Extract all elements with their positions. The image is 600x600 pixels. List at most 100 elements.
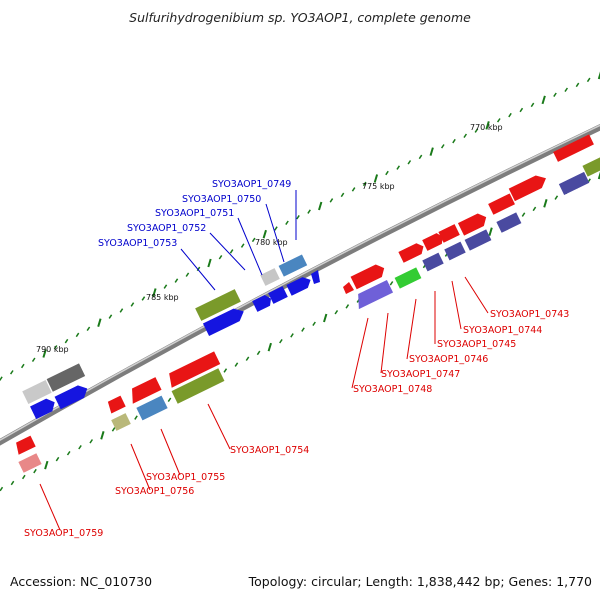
- scale-dot: [134, 415, 138, 420]
- tick-label-785: 785 kbp: [146, 293, 179, 302]
- scale-dot: [340, 192, 345, 198]
- gene-feature[interactable]: [136, 395, 168, 421]
- gene-label[interactable]: SYO3AOP1_0744: [463, 325, 542, 336]
- gene-feature[interactable]: [311, 270, 320, 284]
- label-leader-lines: [39, 190, 489, 531]
- scale-dot: [10, 480, 15, 486]
- scale-dot: [334, 309, 339, 315]
- gene-feature[interactable]: [422, 231, 445, 251]
- gene-feature[interactable]: [268, 286, 288, 304]
- scale-dot: [64, 338, 69, 344]
- gene-feature[interactable]: [488, 193, 515, 215]
- scale-dot: [575, 82, 580, 88]
- gene-feature[interactable]: [252, 293, 273, 312]
- gene-feature[interactable]: [398, 241, 426, 263]
- gene-feature[interactable]: [353, 279, 394, 310]
- gene-feature[interactable]: [22, 380, 52, 404]
- gene-feature[interactable]: [286, 274, 313, 296]
- scale-dot: [285, 220, 289, 226]
- gene-feature[interactable]: [111, 413, 131, 431]
- scale-dot: [256, 350, 261, 356]
- gene-label[interactable]: SYO3AOP1_0752: [127, 223, 206, 234]
- gene-feature[interactable]: [30, 396, 58, 420]
- gene-feature[interactable]: [457, 211, 489, 236]
- scale-dot: [329, 198, 334, 203]
- scale-dot: [362, 181, 367, 187]
- scale-dot: [485, 121, 490, 130]
- scale-dot: [519, 107, 524, 113]
- scale-dot: [251, 237, 256, 243]
- scale-dot: [463, 133, 468, 139]
- tick-label-770: 770 kbp: [470, 123, 503, 132]
- gene-feature[interactable]: [350, 262, 388, 290]
- gene-feature[interactable]: [54, 382, 91, 410]
- gene-feature[interactable]: [553, 134, 594, 162]
- scale-dot: [89, 439, 94, 444]
- gene-label[interactable]: SYO3AOP1_0748: [353, 384, 432, 395]
- gene-feature[interactable]: [260, 268, 280, 286]
- scale-dot: [532, 206, 537, 212]
- scale-dot: [185, 272, 190, 277]
- gene-label[interactable]: SYO3AOP1_0743: [490, 309, 569, 320]
- scale-dot: [196, 266, 201, 272]
- gene-feature[interactable]: [508, 172, 549, 202]
- gene-feature[interactable]: [127, 377, 162, 404]
- gene-label[interactable]: SYO3AOP1_0753: [98, 238, 177, 249]
- gene-label[interactable]: SYO3AOP1_0747: [381, 369, 460, 380]
- gene-feature[interactable]: [278, 254, 308, 277]
- gene-feature[interactable]: [582, 157, 600, 177]
- gene-label[interactable]: SYO3AOP1_0755: [146, 472, 225, 483]
- scale-dot: [389, 281, 394, 286]
- gene-feature[interactable]: [394, 267, 422, 289]
- gene-label[interactable]: SYO3AOP1_0756: [115, 486, 194, 497]
- scale-dot: [141, 296, 146, 301]
- scale-dot: [97, 318, 102, 327]
- gene-feature[interactable]: [171, 368, 225, 404]
- gene-feature[interactable]: [202, 305, 247, 337]
- scale-dot: [119, 308, 124, 313]
- gene-feature[interactable]: [13, 435, 36, 455]
- gene-feature[interactable]: [464, 229, 492, 251]
- scale-dot: [152, 288, 157, 297]
- scale-dot: [385, 170, 389, 176]
- scale-dot: [130, 302, 135, 307]
- gene-feature[interactable]: [195, 289, 241, 321]
- scale-dot: [554, 195, 559, 200]
- scale-dot: [75, 332, 80, 338]
- gene-label[interactable]: SYO3AOP1_0751: [155, 208, 234, 219]
- gene-feature[interactable]: [558, 171, 590, 195]
- gene-feature[interactable]: [444, 241, 466, 261]
- scale-dot: [418, 154, 423, 160]
- scale-dot: [9, 370, 14, 375]
- scale-dot: [274, 226, 278, 231]
- scale-dot: [267, 342, 272, 352]
- scale-dot: [53, 345, 58, 350]
- gene-feature[interactable]: [422, 252, 444, 272]
- gene-feature[interactable]: [343, 282, 354, 294]
- forward-gene-labels: SYO3AOP1_0749 SYO3AOP1_0750 SYO3AOP1_075…: [98, 179, 291, 249]
- gene-feature[interactable]: [18, 453, 42, 473]
- scale-dot: [318, 201, 323, 211]
- gene-feature[interactable]: [166, 351, 221, 388]
- scale-dot: [530, 102, 535, 108]
- gene-feature[interactable]: [46, 363, 86, 392]
- accession-text: Accession: NC_010730: [10, 574, 153, 589]
- gene-label[interactable]: SYO3AOP1_0754: [230, 445, 309, 456]
- gene-feature[interactable]: [496, 212, 522, 233]
- scale-dot: [296, 214, 300, 220]
- scale-dot: [167, 397, 172, 403]
- scale-dot: [20, 363, 25, 369]
- scale-dot: [100, 431, 105, 440]
- tick-label-790: 790 kbp: [36, 345, 69, 354]
- gene-label[interactable]: SYO3AOP1_0759: [24, 528, 103, 539]
- gene-label[interactable]: SYO3AOP1_0750: [182, 194, 261, 205]
- gene-feature[interactable]: [438, 224, 460, 243]
- reverse-gene-labels: SYO3AOP1_0743 SYO3AOP1_0744 SYO3AOP1_074…: [24, 309, 569, 539]
- gene-feature[interactable]: [106, 395, 126, 414]
- scale-dot: [0, 376, 3, 381]
- scale-dot: [0, 486, 4, 492]
- gene-label[interactable]: SYO3AOP1_0749: [212, 179, 291, 190]
- gene-label[interactable]: SYO3AOP1_0746: [409, 354, 488, 365]
- gene-label[interactable]: SYO3AOP1_0745: [437, 339, 516, 350]
